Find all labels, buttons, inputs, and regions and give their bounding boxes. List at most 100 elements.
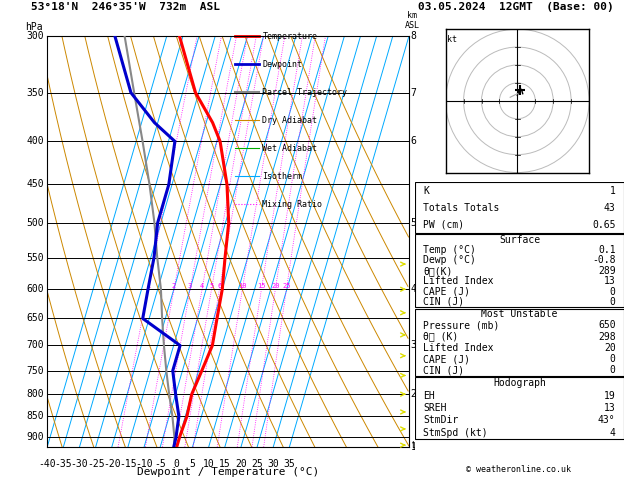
Text: 25: 25 (282, 283, 291, 289)
Text: CIN (J): CIN (J) (423, 297, 465, 307)
Text: 1: 1 (610, 186, 616, 196)
Text: Dewp (°C): Dewp (°C) (423, 256, 476, 265)
Text: 650: 650 (598, 320, 616, 330)
Text: Hodograph: Hodograph (493, 379, 546, 388)
Text: 5: 5 (189, 459, 196, 469)
Text: 15: 15 (219, 459, 231, 469)
Text: 850: 850 (26, 411, 44, 421)
Text: hPa: hPa (25, 22, 43, 33)
Text: Surface: Surface (499, 235, 540, 244)
Text: 5: 5 (209, 283, 214, 289)
Text: 650: 650 (26, 313, 44, 324)
Text: -25: -25 (87, 459, 104, 469)
Text: 13: 13 (604, 276, 616, 286)
Text: 7: 7 (411, 87, 416, 98)
Text: EH: EH (423, 391, 435, 401)
Text: Temperature: Temperature (262, 32, 318, 41)
Text: 600: 600 (26, 284, 44, 294)
Text: 20: 20 (271, 283, 280, 289)
Text: CAPE (J): CAPE (J) (423, 287, 470, 296)
Text: CIN (J): CIN (J) (423, 365, 465, 375)
Text: 20: 20 (235, 459, 247, 469)
Text: 450: 450 (26, 179, 44, 190)
Text: 700: 700 (26, 341, 44, 350)
Text: 03.05.2024  12GMT  (Base: 00): 03.05.2024 12GMT (Base: 00) (418, 2, 614, 12)
Text: -0.8: -0.8 (592, 256, 616, 265)
Text: 550: 550 (26, 253, 44, 262)
Bar (415, 309, 624, 376)
Text: 1: 1 (146, 283, 150, 289)
Text: -40: -40 (38, 459, 56, 469)
Text: StmSpd (kt): StmSpd (kt) (423, 428, 488, 438)
Text: 5: 5 (411, 218, 416, 228)
Text: 3: 3 (188, 283, 192, 289)
Text: -20: -20 (103, 459, 121, 469)
Text: 2: 2 (411, 389, 416, 399)
Text: 298: 298 (598, 331, 616, 342)
Text: 10: 10 (203, 459, 214, 469)
Text: 350: 350 (26, 87, 44, 98)
Text: kt: kt (447, 35, 457, 44)
Text: Temp (°C): Temp (°C) (423, 245, 476, 255)
Text: 500: 500 (26, 218, 44, 228)
Text: 2: 2 (172, 283, 176, 289)
Text: 20: 20 (604, 343, 616, 353)
X-axis label: Dewpoint / Temperature (°C): Dewpoint / Temperature (°C) (137, 467, 319, 477)
Text: Lifted Index: Lifted Index (423, 276, 494, 286)
Text: 4: 4 (610, 428, 616, 438)
Text: Parcel Trajectory: Parcel Trajectory (262, 88, 347, 97)
Text: -10: -10 (135, 459, 153, 469)
Text: Totals Totals: Totals Totals (423, 203, 500, 213)
Text: 53°18'N  246°35'W  732m  ASL: 53°18'N 246°35'W 732m ASL (31, 2, 220, 12)
Text: -30: -30 (70, 459, 88, 469)
Text: 800: 800 (26, 389, 44, 399)
Text: 0: 0 (174, 459, 179, 469)
Text: -5: -5 (154, 459, 166, 469)
Text: 750: 750 (26, 365, 44, 376)
Text: Wet Adiabat: Wet Adiabat (262, 144, 318, 153)
Text: K: K (423, 186, 430, 196)
Bar (415, 234, 624, 307)
Text: km
ASL: km ASL (405, 11, 420, 30)
Text: -35: -35 (55, 459, 72, 469)
Text: 8: 8 (411, 32, 416, 41)
Text: 25: 25 (251, 459, 263, 469)
Text: 10: 10 (238, 283, 247, 289)
Text: 15: 15 (257, 283, 265, 289)
Text: 0: 0 (610, 297, 616, 307)
Text: CAPE (J): CAPE (J) (423, 354, 470, 364)
Text: 6: 6 (411, 137, 416, 146)
Text: Isotherm: Isotherm (262, 172, 303, 181)
Text: © weatheronline.co.uk: © weatheronline.co.uk (467, 465, 571, 474)
Text: 4: 4 (411, 284, 416, 294)
Text: Dry Adiabat: Dry Adiabat (262, 116, 318, 125)
Text: 289: 289 (598, 266, 616, 276)
Bar (415, 377, 624, 439)
Text: 1: 1 (411, 442, 416, 452)
Text: StmDir: StmDir (423, 416, 459, 425)
Text: 0: 0 (610, 287, 616, 296)
Text: Mixing Ratio (g/kg): Mixing Ratio (g/kg) (440, 194, 450, 289)
Text: 900: 900 (26, 432, 44, 442)
Text: LCL: LCL (411, 441, 426, 450)
Text: Lifted Index: Lifted Index (423, 343, 494, 353)
Text: 400: 400 (26, 137, 44, 146)
Text: Pressure (mb): Pressure (mb) (423, 320, 500, 330)
Text: 0.65: 0.65 (592, 220, 616, 229)
Text: 4: 4 (200, 283, 204, 289)
Text: 0: 0 (610, 365, 616, 375)
Text: Mixing Ratio: Mixing Ratio (262, 200, 323, 208)
Text: θᴄ(K): θᴄ(K) (423, 266, 453, 276)
Text: Dewpoint: Dewpoint (262, 60, 303, 69)
Bar (415, 182, 624, 233)
Text: θᴄ (K): θᴄ (K) (423, 331, 459, 342)
Text: 3: 3 (411, 341, 416, 350)
Text: 19: 19 (604, 391, 616, 401)
Text: -15: -15 (119, 459, 136, 469)
Text: 300: 300 (26, 32, 44, 41)
Text: 13: 13 (604, 403, 616, 413)
Text: Most Unstable: Most Unstable (481, 309, 558, 319)
Text: 35: 35 (284, 459, 295, 469)
Text: 30: 30 (267, 459, 279, 469)
Text: 43°: 43° (598, 416, 616, 425)
